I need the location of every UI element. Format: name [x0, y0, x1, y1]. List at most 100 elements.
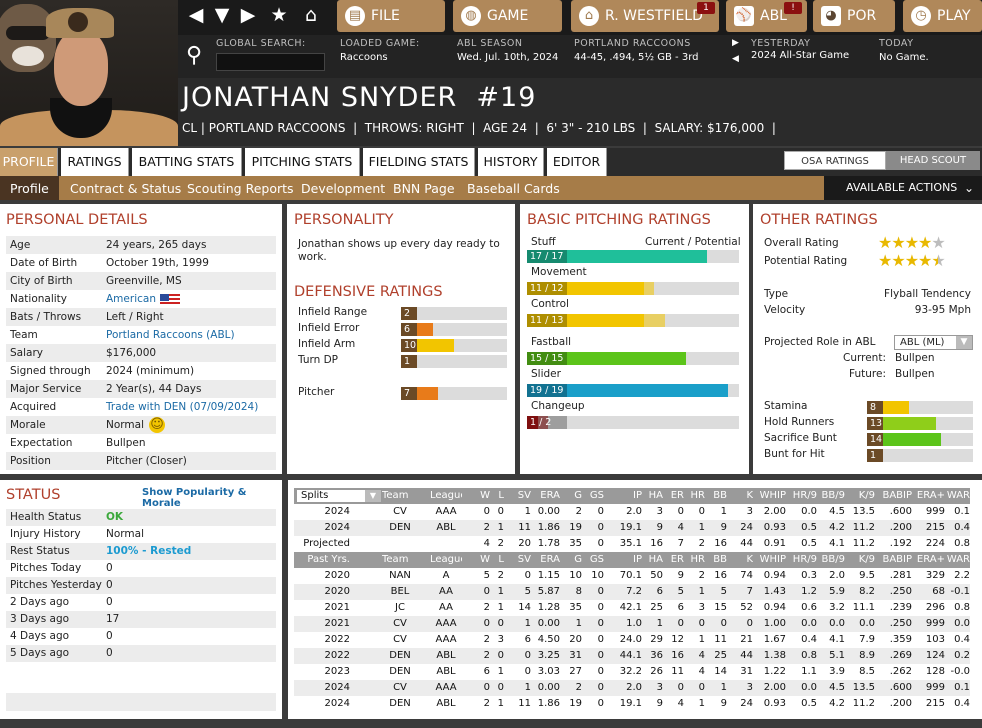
- stats-header-cell[interactable]: BB: [713, 490, 727, 501]
- personal-detail-value: Greenville, MS: [106, 275, 182, 287]
- personal-detail-value[interactable]: Trade with DEN (07/09/2024): [106, 401, 259, 413]
- stats-header-cell[interactable]: HA: [648, 490, 663, 501]
- subnav-development[interactable]: Development: [301, 181, 386, 196]
- personal-detail-value: 2 Year(s), 44 Days: [106, 383, 202, 395]
- stats-cell: 0: [677, 506, 684, 517]
- stats-header-cell[interactable]: W: [480, 490, 490, 501]
- stats-cell: 1: [575, 618, 582, 629]
- tab-batting-stats[interactable]: BATTING STATS: [132, 148, 242, 176]
- stats-header-cell[interactable]: HA: [648, 554, 663, 565]
- stats-cell: 20: [518, 538, 531, 549]
- head-scout-toggle[interactable]: HEAD SCOUT: [886, 151, 980, 170]
- stats-cell: A: [442, 570, 450, 581]
- team-menu-button[interactable]: ◕ POR: [813, 0, 895, 32]
- stats-header-cell[interactable]: WAR: [946, 554, 970, 565]
- personal-detail-value[interactable]: Portland Raccoons (ABL): [106, 329, 235, 341]
- yesterday-value[interactable]: 2024 All-Star Game: [751, 50, 850, 61]
- stats-header-cell[interactable]: GS: [589, 554, 604, 565]
- stats-header-cell[interactable]: L: [498, 490, 504, 501]
- stats-header-cell[interactable]: HR: [690, 490, 705, 501]
- tab-profile[interactable]: PROFILE: [0, 148, 58, 176]
- stats-header-cell[interactable]: League: [430, 554, 462, 565]
- subnav-bnn-page[interactable]: BNN Page: [393, 181, 455, 196]
- stats-header-cell[interactable]: BABIP: [882, 554, 912, 565]
- tab-ratings[interactable]: RATINGS: [61, 148, 129, 176]
- prev-arrow-icon[interactable]: ◀: [732, 54, 739, 64]
- stats-header-cell[interactable]: HR: [690, 554, 705, 565]
- stats-header-cell[interactable]: Team: [382, 490, 409, 501]
- game-menu-button[interactable]: ◍ GAME: [453, 0, 562, 32]
- stats-header-cell[interactable]: HR/9: [792, 554, 817, 565]
- stats-header-cell[interactable]: K: [746, 490, 753, 501]
- stats-header-cell[interactable]: Team: [382, 554, 409, 565]
- status-label: Rest Status: [10, 545, 70, 557]
- play-button[interactable]: ◷ PLAY: [903, 0, 982, 32]
- projected-role-select[interactable]: ABL (ML) ▼: [894, 335, 973, 350]
- stats-header-cell[interactable]: WHIP: [759, 490, 786, 501]
- league-menu-button[interactable]: ⚾ ABL!: [726, 0, 807, 32]
- stats-header-cell[interactable]: ERA: [540, 554, 560, 565]
- subnav-scouting-reports[interactable]: Scouting Reports: [187, 181, 294, 196]
- dropdown-arrow-icon[interactable]: ▼: [214, 4, 230, 26]
- stats-header-cell[interactable]: K/9: [858, 554, 875, 565]
- available-actions-button[interactable]: AVAILABLE ACTIONS ⌄: [824, 176, 982, 200]
- file-menu-button[interactable]: ▤ FILE: [337, 0, 445, 32]
- back-arrow-icon[interactable]: ◀: [188, 4, 204, 26]
- stats-header-cell[interactable]: K: [746, 554, 753, 565]
- stats-header-cell[interactable]: K/9: [858, 490, 875, 501]
- stats-header-cell[interactable]: HR/9: [792, 490, 817, 501]
- stats-header-cell[interactable]: G: [574, 554, 582, 565]
- forward-arrow-icon[interactable]: ▶: [240, 4, 256, 26]
- stats-header-cell[interactable]: SV: [517, 554, 531, 565]
- stats-cell: 11: [671, 666, 684, 677]
- stats-header-cell[interactable]: BB: [713, 554, 727, 565]
- stats-cell: .600: [889, 682, 912, 693]
- stats-header-cell[interactable]: ERA: [540, 490, 560, 501]
- stats-header-cell[interactable]: ERA+: [916, 490, 945, 501]
- current-potential-label: Current / Potential: [645, 236, 741, 248]
- stats-header-cell[interactable]: ERA+: [916, 554, 945, 565]
- global-search-input[interactable]: [216, 53, 325, 71]
- stats-header-cell[interactable]: WHIP: [759, 554, 786, 565]
- stats-header-cell[interactable]: IP: [633, 490, 642, 501]
- subnav-baseball-cards[interactable]: Baseball Cards: [467, 181, 560, 196]
- subnav-contract-status[interactable]: Contract & Status: [70, 181, 182, 196]
- stats-header-cell[interactable]: ER: [670, 490, 684, 501]
- stats-header-cell[interactable]: BABIP: [882, 490, 912, 501]
- stats-header-cell[interactable]: IP: [633, 554, 642, 565]
- manager-menu-button[interactable]: ⌂ R. WESTFIELD 1: [571, 0, 719, 32]
- stats-header-cell[interactable]: WAR: [946, 490, 970, 501]
- stats-header-cell[interactable]: G: [574, 490, 582, 501]
- search-icon[interactable]: ⚲: [186, 43, 203, 68]
- stats-header-cell[interactable]: GS: [589, 490, 604, 501]
- home-icon[interactable]: ⌂: [304, 4, 318, 26]
- stats-header-cell[interactable]: ER: [670, 554, 684, 565]
- stats-header-cell[interactable]: SV: [517, 490, 531, 501]
- star-icon[interactable]: ★: [270, 4, 288, 26]
- stats-header-cell[interactable]: L: [498, 554, 504, 565]
- stats-cell: 1: [497, 586, 504, 597]
- status-row: Pitches Today 0: [6, 560, 276, 577]
- tab-pitching-stats[interactable]: PITCHING STATS: [245, 148, 360, 176]
- personal-detail-value: October 19th, 1999: [106, 257, 209, 269]
- personal-detail-value[interactable]: American: [106, 293, 156, 305]
- tab-history[interactable]: HISTORY: [478, 148, 544, 176]
- stats-cell: 2.0: [829, 570, 845, 581]
- stats-header-cell[interactable]: League: [430, 490, 462, 501]
- stats-header-cell[interactable]: BB/9: [821, 554, 845, 565]
- stats-cell: 2.00: [763, 682, 786, 693]
- splits-select[interactable]: Splits ▼: [296, 489, 382, 503]
- personal-detail-row: Acquired Trade with DEN (07/09/2024): [6, 398, 276, 416]
- tab-fielding-stats[interactable]: FIELDING STATS: [363, 148, 475, 176]
- subnav-profile[interactable]: Profile: [0, 176, 59, 200]
- stats-header-cell[interactable]: BB/9: [821, 490, 845, 501]
- stats-cell: 3: [746, 506, 753, 517]
- stats-table-panel: Splits▼TeamLeagueWLSVERAGGSIPHAERHRBBKWH…: [288, 480, 982, 719]
- tab-editor[interactable]: EDITOR: [547, 148, 607, 176]
- stats-cell: 9: [720, 522, 727, 533]
- osa-ratings-toggle[interactable]: OSA RATINGS: [784, 151, 886, 170]
- next-arrow-icon[interactable]: ▶: [732, 38, 739, 48]
- season-value: Wed. Jul. 10th, 2024: [457, 52, 559, 63]
- stats-header-cell[interactable]: W: [480, 554, 490, 565]
- show-popularity-morale-link[interactable]: Show Popularity & Morale: [142, 487, 247, 509]
